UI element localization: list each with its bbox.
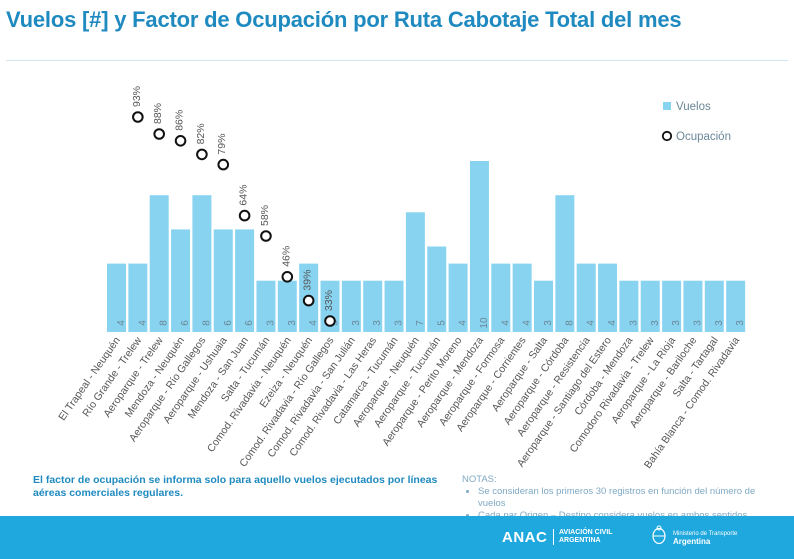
ministry-line: Ministerio de Transporte [673, 531, 738, 537]
bar-value-label: 3 [351, 320, 362, 326]
bar-vuelos [149, 195, 169, 332]
bar-value-label: 8 [564, 320, 575, 326]
bar-value-label: 3 [628, 320, 639, 326]
bar-vuelos [576, 263, 596, 332]
occupancy-marker [302, 294, 315, 307]
occupancy-marker [196, 148, 208, 161]
bar-value-label: 3 [714, 320, 725, 326]
bar-vuelos [640, 280, 660, 332]
legend-swatch-vuelos [663, 102, 671, 110]
ministry-label: Ministerio de Transporte Argentina [673, 530, 737, 547]
bar-value-label: 3 [372, 320, 383, 326]
bar-value-label: 6 [223, 320, 234, 326]
anac-logo-subtitle: AVIACIÓN CIVIL ARGENTINA [553, 529, 613, 545]
anac-sub-line: ARGENTINA [559, 537, 601, 544]
occupancy-label: 86% [174, 110, 186, 131]
bar-value-label: 8 [201, 320, 212, 326]
occupancy-label: 79% [216, 134, 228, 155]
occupancy-label: 58% [259, 205, 271, 226]
bar-vuelos [427, 246, 447, 332]
bar-value-label: 3 [671, 320, 682, 326]
occupancy-label: 93% [131, 86, 143, 107]
bar-value-label: 4 [522, 320, 533, 326]
occupancy-label: 82% [195, 123, 207, 144]
note-item: Cada par Origen – Destino considera vuel… [478, 510, 782, 522]
legend-label-ocupacion: Ocupación [676, 131, 731, 143]
bar-vuelos [512, 263, 532, 332]
bar-vuelos [662, 280, 682, 332]
occupancy-marker [132, 111, 144, 123]
bar-vuelos [363, 280, 383, 332]
bar-value-label: 4 [500, 320, 511, 326]
occupancy-note: El factor de ocupación se informa solo p… [33, 474, 438, 499]
notes-title: NOTAS: [462, 474, 497, 485]
occupancy-marker [153, 128, 165, 140]
bar-vuelos [619, 280, 639, 332]
footer-bar: ANAC AVIACIÓN CIVIL ARGENTINA Ministerio… [0, 516, 794, 559]
occupancy-marker [324, 315, 336, 327]
ministry-country: Argentina [673, 537, 711, 546]
legend-label-vuelos: Vuelos [676, 101, 711, 113]
chart-title: Vuelos [#] y Factor de Ocupación por Rut… [6, 7, 682, 32]
bar-vuelos [491, 263, 511, 332]
bar-value-label: 6 [244, 320, 255, 326]
anac-sub-line: AVIACIÓN CIVIL [559, 529, 613, 536]
bar-value-label: 5 [436, 320, 447, 326]
bar-value-label: 3 [543, 320, 554, 326]
bar-vuelos [405, 212, 425, 332]
bar-value-label: 3 [735, 320, 746, 326]
bar-value-label: 4 [137, 320, 148, 326]
occupancy-label: 64% [238, 185, 250, 206]
bar-vuelos [192, 195, 212, 332]
occupancy-label: 33% [323, 290, 335, 311]
bar-vuelos [534, 280, 553, 332]
bar-value-label: 4 [586, 320, 597, 326]
bar-vuelos [598, 263, 618, 332]
bar-vuelos [277, 280, 297, 332]
bar-vuelos [341, 280, 361, 332]
coat-of-arms-icon [652, 525, 666, 545]
bar-value-label: 6 [180, 320, 191, 326]
bar-value-label: 3 [650, 320, 661, 326]
occupancy-label: 39% [302, 270, 314, 291]
bar-vuelos [469, 161, 489, 332]
bar-value-label: 8 [159, 320, 170, 326]
bar-vuelos [213, 229, 233, 332]
occupancy-label: 46% [280, 246, 292, 267]
legend-swatch-ocupacion [661, 130, 673, 142]
bar-vuelos [171, 229, 191, 332]
note-item: Se consideran los primeros 30 registros … [478, 486, 782, 510]
occupancy-marker [174, 135, 187, 147]
occupancy-marker [238, 209, 251, 222]
bar-vuelos [235, 229, 255, 332]
bar-value-label: 3 [692, 320, 703, 326]
bar-value-label: 10 [479, 317, 490, 329]
bar-value-label: 4 [458, 320, 469, 326]
anac-logo: ANAC [502, 529, 548, 546]
bar-value-label: 3 [287, 320, 298, 326]
occupancy-marker [260, 230, 272, 242]
bar-vuelos [555, 195, 575, 332]
bar-vuelos [726, 280, 746, 332]
notes-box: NOTAS: Se consideran los primeros 30 reg… [462, 474, 782, 522]
bar-value-label: 4 [308, 320, 319, 326]
bar-vuelos [256, 280, 276, 332]
bar-vuelos [384, 280, 404, 332]
bar-vuelos [683, 280, 703, 332]
bar-value-label: 3 [394, 320, 405, 326]
bar-vuelos [107, 263, 126, 332]
bar-vuelos [448, 263, 468, 332]
occupancy-marker [281, 271, 294, 283]
bar-vuelos [128, 263, 148, 332]
bar-value-label: 4 [116, 320, 127, 326]
bar-value-label: 7 [415, 320, 426, 326]
occupancy-marker [217, 158, 230, 171]
bar-value-label: 3 [265, 320, 276, 326]
occupancy-label: 88% [152, 103, 164, 124]
bar-value-label: 4 [607, 320, 618, 326]
bar-vuelos [704, 280, 724, 332]
title-divider [6, 60, 788, 61]
